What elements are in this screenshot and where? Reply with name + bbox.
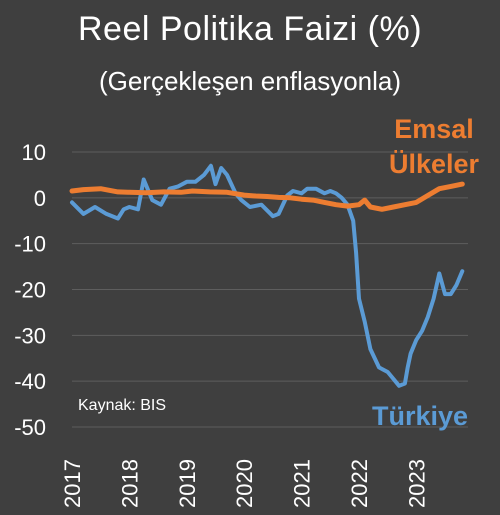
source-note: Kaynak: BIS xyxy=(78,397,166,414)
x-tick-label: 2017 xyxy=(60,459,85,508)
y-tick-label: -40 xyxy=(14,369,46,394)
series-label-emsal-ulkeler: Emsal xyxy=(394,114,474,144)
x-tick-label: 2018 xyxy=(117,459,142,508)
x-tick-label: 2019 xyxy=(175,459,200,508)
series-label-turkiye: Türkiye xyxy=(372,401,468,431)
chart-title: Reel Politika Faizi (%) xyxy=(77,10,423,48)
series-label-emsal-ulkeler: Ülkeler xyxy=(389,149,480,179)
x-tick-label: 2020 xyxy=(232,459,257,508)
y-tick-label: 10 xyxy=(22,140,46,165)
y-tick-label: -50 xyxy=(14,415,46,440)
chart-subtitle: (Gerçekleşen enflasyonla) xyxy=(98,66,402,96)
series-line-emsal-ulkeler xyxy=(69,181,465,212)
y-tick-label: -10 xyxy=(14,232,46,257)
x-tick-label: 2023 xyxy=(404,459,429,508)
y-tick-label: -30 xyxy=(14,323,46,348)
x-tick-label: 2022 xyxy=(347,459,372,508)
y-tick-label: -20 xyxy=(14,278,46,303)
series-line-turkiye xyxy=(70,163,465,388)
y-tick-label: 0 xyxy=(34,186,46,211)
x-tick-label: 2021 xyxy=(290,459,315,508)
